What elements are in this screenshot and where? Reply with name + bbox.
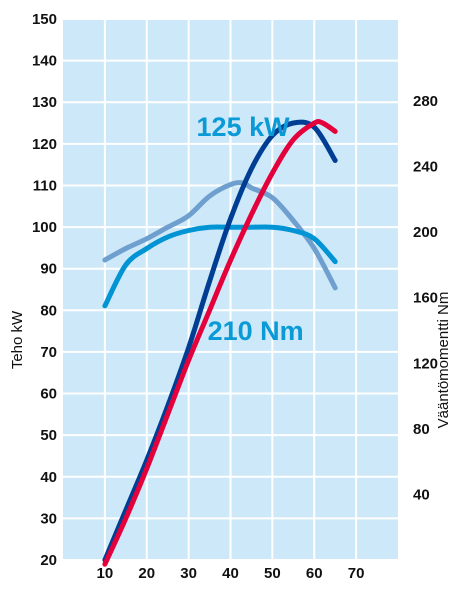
x-tick: 10 bbox=[97, 565, 114, 582]
y-tick-right: 200 bbox=[413, 224, 438, 241]
x-axis-ticks: 10 20 30 40 50 60 70 bbox=[97, 565, 365, 582]
x-tick: 40 bbox=[222, 565, 239, 582]
x-tick: 30 bbox=[180, 565, 197, 582]
y-tick-left: 130 bbox=[32, 94, 57, 111]
y-axis-left-title: Teho kW bbox=[9, 310, 26, 369]
y-tick-left: 40 bbox=[40, 469, 57, 486]
y-tick-left: 60 bbox=[40, 386, 57, 403]
y-tick-left: 50 bbox=[40, 427, 57, 444]
y-tick-left: 120 bbox=[32, 136, 57, 153]
y-tick-right: 120 bbox=[413, 355, 438, 372]
y-tick-left: 20 bbox=[40, 552, 57, 569]
x-tick: 60 bbox=[306, 565, 323, 582]
series-line-3 bbox=[102, 224, 338, 309]
y-axis-left-ticks: 20 30 40 50 60 70 80 90 100 110 120 130 140 150 bbox=[32, 11, 57, 569]
x-tick: 20 bbox=[138, 565, 155, 582]
series-line-1 bbox=[102, 119, 338, 563]
y-axis-right-title: Vääntömomentti Nm bbox=[435, 292, 452, 429]
y-tick-left: 140 bbox=[32, 53, 57, 70]
y-tick-right: 280 bbox=[413, 93, 438, 110]
y-axis-right-ticks: 40 80 120 160 200 240 280 bbox=[413, 93, 438, 503]
y-tick-left: 80 bbox=[40, 302, 57, 319]
series-line-4 bbox=[102, 180, 338, 291]
callout-label: 125 kW bbox=[197, 112, 291, 142]
y-tick-left: 110 bbox=[33, 177, 57, 194]
series-line-2 bbox=[102, 118, 338, 567]
y-tick-right: 160 bbox=[413, 290, 438, 307]
callouts: 125 kW 210 Nm bbox=[197, 112, 304, 346]
callout-label: 210 Nm bbox=[208, 316, 304, 346]
y-tick-right: 240 bbox=[413, 159, 438, 176]
y-tick-left: 90 bbox=[40, 261, 57, 278]
y-tick-right: 40 bbox=[413, 486, 430, 503]
y-tick-left: 70 bbox=[40, 344, 57, 361]
x-tick: 70 bbox=[348, 565, 365, 582]
series-lines bbox=[102, 118, 338, 567]
y-tick-right: 80 bbox=[413, 421, 430, 438]
x-tick: 50 bbox=[264, 565, 281, 582]
y-tick-left: 150 bbox=[32, 11, 57, 28]
y-tick-left: 100 bbox=[32, 219, 57, 236]
y-tick-left: 30 bbox=[40, 510, 57, 527]
